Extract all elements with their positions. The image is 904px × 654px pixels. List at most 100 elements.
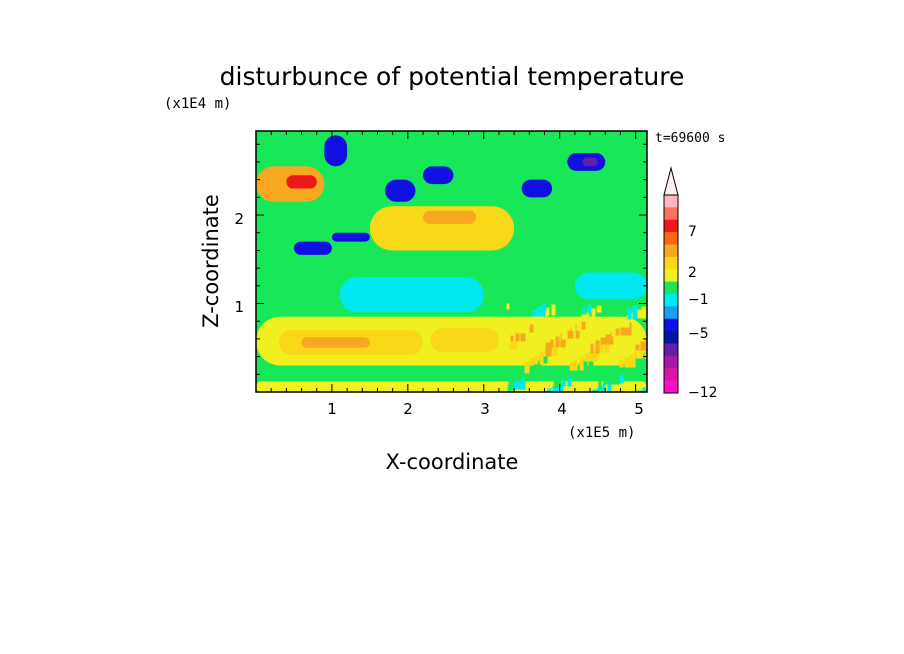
contour-noise-patch bbox=[563, 372, 568, 379]
contour-region-orange bbox=[423, 210, 477, 224]
y-axis-label: Z-coordinate bbox=[199, 194, 223, 328]
contour-noise-patch bbox=[640, 341, 646, 351]
contour-noise-patch bbox=[603, 376, 608, 385]
contour-noise-patch bbox=[567, 376, 572, 387]
contour-noise-patch bbox=[554, 343, 558, 356]
contour-noise-patch bbox=[547, 388, 552, 392]
contour-noise-patch bbox=[551, 304, 556, 316]
contour-noise-patch bbox=[594, 347, 598, 362]
contour-region-red bbox=[286, 175, 317, 189]
colorbar-swatch bbox=[664, 355, 678, 369]
contour-noise-patch bbox=[546, 307, 550, 316]
y-tick-label: 2 bbox=[234, 210, 244, 228]
contour-noise-patch bbox=[615, 328, 620, 336]
contour-region-purple bbox=[582, 157, 598, 167]
contour-noise-patch bbox=[573, 366, 580, 379]
x-tick-label: 1 bbox=[327, 400, 337, 418]
colorbar-label: −1 bbox=[688, 292, 709, 308]
contour-noise-patch bbox=[610, 331, 614, 345]
contour-noise-patch bbox=[542, 303, 546, 317]
contour-noise-patch bbox=[539, 352, 544, 365]
colorbar-swatch bbox=[664, 256, 678, 270]
colorbar-swatch bbox=[664, 380, 678, 394]
contour-noise-patch bbox=[580, 321, 586, 330]
contour-region-cyan bbox=[339, 276, 484, 313]
colorbar-swatch bbox=[664, 331, 678, 344]
contour-noise-patch bbox=[626, 315, 630, 328]
contour-noise-patch bbox=[617, 374, 624, 384]
contour-noise-patch bbox=[521, 322, 528, 334]
contour-noise-patch bbox=[558, 375, 562, 388]
contour-noise-patch bbox=[566, 323, 570, 331]
contour-noise-patch bbox=[604, 341, 610, 353]
contour-noise-patch bbox=[586, 311, 590, 322]
contour-noise-patch bbox=[644, 345, 647, 359]
contour-noise-patch bbox=[589, 350, 596, 362]
contour-region-dark-blue bbox=[521, 179, 553, 198]
colorbar-label: −5 bbox=[688, 326, 709, 342]
contour-noise-patch bbox=[625, 322, 632, 336]
contour-noise-patch bbox=[584, 353, 590, 362]
contour-noise-patch bbox=[517, 378, 524, 390]
contour-noise-patch bbox=[515, 332, 520, 342]
colorbar-swatch bbox=[664, 232, 678, 245]
colorbar-swatch bbox=[664, 281, 678, 295]
contour-noise-patch bbox=[607, 380, 612, 392]
contour-noise-patch bbox=[549, 346, 556, 356]
contour-noise-patch bbox=[561, 326, 568, 340]
colorbar-swatch bbox=[664, 219, 678, 233]
contour-noise-patch bbox=[588, 357, 594, 370]
x-tick-label: 5 bbox=[634, 400, 644, 418]
contour-region-dark-blue bbox=[423, 166, 454, 185]
contour-region-cyan bbox=[574, 272, 647, 300]
contour-region-dark-blue bbox=[331, 232, 370, 242]
contour-region-light-orange bbox=[369, 206, 515, 251]
contour-noise-patch bbox=[545, 342, 552, 357]
colorbar bbox=[663, 194, 679, 394]
contour-noise-patch bbox=[526, 319, 530, 334]
plot-frame bbox=[255, 130, 648, 393]
y-tick-label: 1 bbox=[234, 298, 244, 316]
contour-noise-patch bbox=[530, 323, 534, 333]
contour-noise-patch bbox=[553, 378, 560, 388]
contour-noise-patch bbox=[514, 339, 518, 350]
contour-region-dark-blue bbox=[293, 241, 332, 255]
contour-noise-patch bbox=[533, 362, 540, 373]
x-tick-label: 3 bbox=[480, 400, 490, 418]
contour-noise-patch bbox=[633, 358, 640, 367]
contour-noise-patch bbox=[543, 356, 548, 364]
contour-noise-patch bbox=[628, 361, 634, 376]
contour-noise-patch bbox=[510, 335, 514, 342]
contour-noise-patch bbox=[599, 344, 604, 353]
colorbar-swatch bbox=[664, 306, 678, 320]
contour-noise-patch bbox=[623, 364, 628, 376]
contour-noise-patch bbox=[509, 342, 516, 350]
contour-noise-patch bbox=[562, 379, 566, 387]
contour-noise-patch bbox=[636, 309, 642, 319]
contour-noise-patch bbox=[575, 324, 580, 339]
contour-noise-patch bbox=[581, 314, 588, 322]
contour-noise-patch bbox=[595, 340, 600, 354]
x-tick-label: 2 bbox=[403, 400, 413, 418]
contour-noise-patch bbox=[520, 329, 526, 342]
contour-noise-patch bbox=[555, 336, 560, 348]
contour-region-yellow bbox=[256, 381, 647, 392]
axis-ticks bbox=[256, 131, 647, 392]
contour-noise-patch bbox=[538, 359, 542, 373]
contour-noise-patch bbox=[602, 383, 606, 392]
colorbar-label: 2 bbox=[688, 265, 697, 281]
contour-noise-patch bbox=[565, 330, 572, 339]
contour-noise-patch bbox=[641, 306, 647, 319]
contour-noise-patch bbox=[629, 354, 636, 368]
contour-region-dark-blue bbox=[324, 135, 348, 167]
contour-noise-patch bbox=[613, 370, 620, 385]
contour-noise-patch bbox=[516, 325, 522, 334]
chart-title: disturbunce of potential temperature bbox=[220, 62, 685, 91]
contour-noise-patch bbox=[570, 327, 574, 339]
contour-noise-patch bbox=[560, 333, 566, 348]
colorbar-top-arrow bbox=[663, 166, 679, 196]
contour-field bbox=[256, 131, 647, 392]
contour-noise-patch bbox=[571, 320, 576, 331]
colorbar-swatch bbox=[664, 207, 678, 221]
